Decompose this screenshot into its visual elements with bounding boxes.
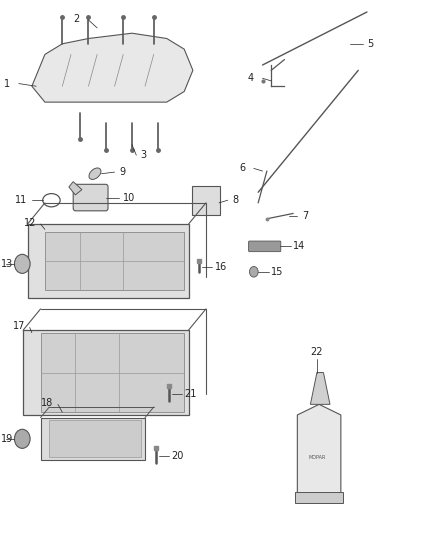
Polygon shape — [311, 373, 330, 405]
Text: 9: 9 — [119, 167, 125, 177]
Text: 18: 18 — [41, 398, 53, 408]
Text: 3: 3 — [141, 150, 147, 160]
FancyBboxPatch shape — [73, 184, 108, 211]
Text: 17: 17 — [13, 321, 25, 331]
Text: 19: 19 — [1, 434, 14, 444]
Polygon shape — [297, 405, 341, 500]
Circle shape — [14, 254, 30, 273]
Polygon shape — [23, 330, 188, 415]
Text: 8: 8 — [232, 195, 238, 205]
Text: 10: 10 — [123, 192, 135, 203]
Text: 4: 4 — [248, 73, 254, 83]
Circle shape — [250, 266, 258, 277]
Ellipse shape — [89, 168, 101, 180]
Text: 21: 21 — [184, 389, 197, 399]
Text: 7: 7 — [302, 211, 308, 221]
Text: 2: 2 — [74, 14, 80, 24]
Polygon shape — [69, 182, 82, 195]
Text: 22: 22 — [311, 346, 323, 357]
FancyBboxPatch shape — [295, 492, 343, 503]
Polygon shape — [32, 33, 193, 102]
Text: 12: 12 — [24, 218, 36, 228]
Text: 11: 11 — [15, 195, 28, 205]
Polygon shape — [41, 418, 145, 460]
Text: MOPAR: MOPAR — [308, 455, 325, 460]
Text: 16: 16 — [215, 262, 227, 271]
Polygon shape — [28, 224, 188, 298]
Text: 15: 15 — [271, 267, 283, 277]
Polygon shape — [49, 420, 141, 457]
Text: 6: 6 — [239, 164, 245, 173]
Polygon shape — [41, 333, 184, 413]
FancyBboxPatch shape — [249, 241, 281, 252]
Text: 20: 20 — [171, 451, 184, 461]
Text: 1: 1 — [4, 78, 10, 88]
Circle shape — [14, 429, 30, 448]
Text: 5: 5 — [367, 39, 373, 49]
Text: 14: 14 — [293, 241, 305, 252]
Text: 13: 13 — [1, 259, 14, 269]
FancyBboxPatch shape — [192, 186, 220, 215]
Polygon shape — [45, 232, 184, 290]
